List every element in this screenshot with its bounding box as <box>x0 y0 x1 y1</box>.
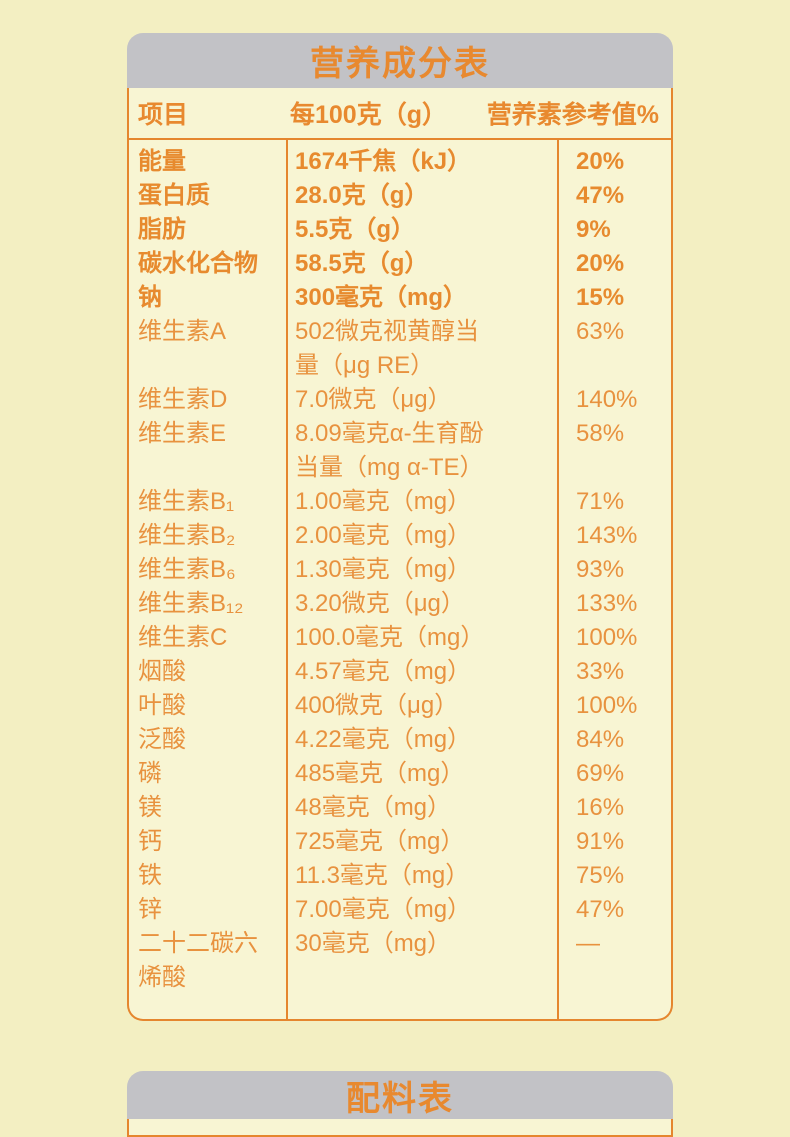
nutrient-value: 48毫克（mg） <box>286 791 557 825</box>
nutrient-nrv: 100% <box>557 621 671 655</box>
nutrient-value: 7.00毫克（mg） <box>286 893 557 927</box>
nutrient-value: 8.09毫克α-生育酚 当量（mg α-TE） <box>286 417 557 485</box>
ingredients-box <box>127 1119 673 1137</box>
nutrient-nrv: 75% <box>557 859 671 893</box>
nutrient-name: 二十二碳六 烯酸 <box>138 930 258 991</box>
nutrient-name: 维生素B₂ <box>138 522 236 549</box>
nutrient-nrv: 140% <box>557 383 671 417</box>
nutrient-name: 钠 <box>138 284 162 311</box>
nutrient-nrv: 84% <box>557 723 671 757</box>
table-filler-cell <box>129 995 286 1019</box>
nutrient-nrv: 33% <box>557 655 671 689</box>
nutrient-name: 脂肪 <box>138 216 186 243</box>
nutrient-value: 1.00毫克（mg） <box>286 485 557 519</box>
ingredients-header-band: 配料表 <box>127 1071 673 1119</box>
nutrient-name: 维生素E <box>138 420 227 447</box>
nutrient-name: 烟酸 <box>138 658 186 685</box>
nutrient-value: 30毫克（mg） <box>286 927 557 995</box>
nutrient-value: 58.5克（g） <box>286 247 557 281</box>
nutrient-name: 磷 <box>138 760 162 787</box>
nutrient-name: 能量 <box>138 148 186 175</box>
nutrient-value: 4.57毫克（mg） <box>286 655 557 689</box>
nutrient-value: 5.5克（g） <box>286 213 557 247</box>
ingredients-title: 配料表 <box>346 1079 454 1118</box>
nutrient-value: 502微克视黄醇当 量（μg RE） <box>286 315 557 383</box>
nutrient-name: 维生素B₆ <box>138 556 236 583</box>
nutrient-value: 485毫克（mg） <box>286 757 557 791</box>
nutrient-value: 400微克（μg） <box>286 689 557 723</box>
nutrient-nrv: 71% <box>557 485 671 519</box>
nutrient-nrv: — <box>557 927 671 995</box>
column-header-item: 项目 <box>138 101 189 129</box>
nutrient-name: 维生素D <box>138 386 228 413</box>
nutrient-name: 维生素B₁₂ <box>138 590 244 617</box>
nutrient-value: 2.00毫克（mg） <box>286 519 557 553</box>
nutrition-table-column-header-row: 项目 每100克（g） 营养素参考值% <box>129 88 671 140</box>
nutrition-table-body: 能量 1674千焦（kJ） 20% 蛋白质 28.0克（g） 47% 脂肪 5.… <box>129 140 671 1019</box>
nutrient-name: 维生素B₁ <box>138 488 235 515</box>
nutrient-nrv: 47% <box>557 179 671 213</box>
table-filler-cell <box>286 995 557 1019</box>
nutrient-value: 300毫克（mg） <box>286 281 557 315</box>
nutrient-nrv: 15% <box>557 281 671 315</box>
nutrient-nrv: 93% <box>557 553 671 587</box>
ingredients-card: 配料表 <box>127 1071 673 1137</box>
nutrient-nrv: 143% <box>557 519 671 553</box>
nutrient-nrv: 63% <box>557 315 671 383</box>
nutrient-nrv: 100% <box>557 689 671 723</box>
nutrient-nrv: 16% <box>557 791 671 825</box>
nutrient-value: 4.22毫克（mg） <box>286 723 557 757</box>
nutrient-name: 钙 <box>138 828 162 855</box>
nutrient-value: 3.20微克（μg） <box>286 587 557 621</box>
nutrient-name: 铁 <box>138 862 162 889</box>
nutrient-nrv: 91% <box>557 825 671 859</box>
nutrient-nrv: 20% <box>557 247 671 281</box>
nutrient-name: 碳水化合物 <box>138 250 258 277</box>
nutrient-nrv: 69% <box>557 757 671 791</box>
nutrient-nrv: 58% <box>557 417 671 485</box>
nutrient-value: 1674千焦（kJ） <box>286 140 557 179</box>
nutrient-name: 锌 <box>138 896 162 923</box>
nutrient-nrv: 20% <box>557 140 671 179</box>
nutrient-name: 泛酸 <box>138 726 186 753</box>
nutrition-table-title: 营养成分表 <box>310 45 490 83</box>
nutrient-value: 7.0微克（μg） <box>286 383 557 417</box>
nutrient-value: 725毫克（mg） <box>286 825 557 859</box>
column-header-nrv: 营养素参考值% <box>486 101 659 129</box>
nutrient-value: 1.30毫克（mg） <box>286 553 557 587</box>
table-filler-cell <box>557 995 671 1019</box>
nutrient-name: 维生素C <box>138 624 228 651</box>
nutrient-name: 蛋白质 <box>138 182 210 209</box>
nutrition-table-header-band: 营养成分表 <box>127 33 673 88</box>
nutrient-name: 叶酸 <box>138 692 186 719</box>
nutrient-name: 维生素A <box>138 318 227 345</box>
column-header-per-100g: 每100克（g） <box>290 101 447 129</box>
nutrition-facts-card: 营养成分表 项目 每100克（g） 营养素参考值% 能量 1674千焦（kJ） … <box>127 33 673 1021</box>
nutrient-value: 11.3毫克（mg） <box>286 859 557 893</box>
nutrient-nrv: 133% <box>557 587 671 621</box>
nutrient-nrv: 47% <box>557 893 671 927</box>
nutrient-value: 28.0克（g） <box>286 179 557 213</box>
nutrient-nrv: 9% <box>557 213 671 247</box>
nutrient-name: 镁 <box>138 794 162 821</box>
nutrition-table: 项目 每100克（g） 营养素参考值% 能量 1674千焦（kJ） 20% 蛋白… <box>127 88 673 1021</box>
nutrient-value: 100.0毫克（mg） <box>286 621 557 655</box>
